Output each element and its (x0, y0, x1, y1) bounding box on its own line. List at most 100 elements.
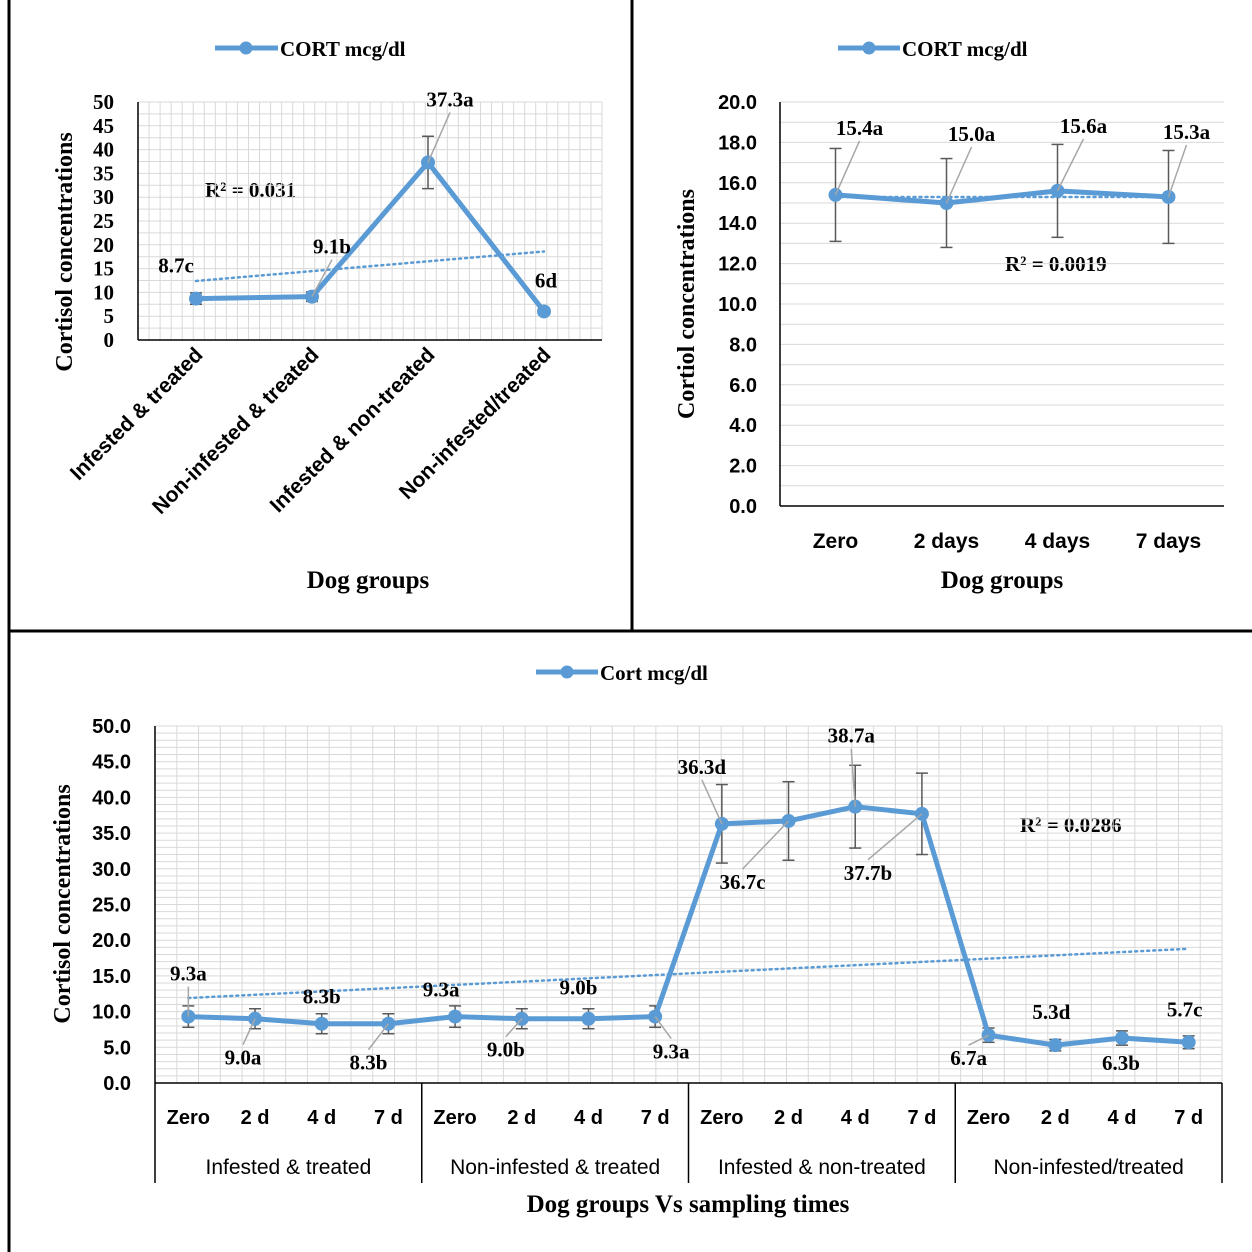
data-label: 15.3a (1163, 120, 1211, 144)
data-point (1181, 1035, 1196, 1050)
y-tick-label: 35.0 (92, 823, 131, 845)
grid (137, 101, 603, 341)
data-label: 6d (535, 268, 558, 292)
data-label-leader (834, 140, 861, 196)
data-label: 37.7b (844, 861, 892, 885)
y-tick-label: 4.0 (729, 415, 757, 437)
trendline (187, 947, 1190, 1000)
x-tick-label: 2 d (241, 1107, 270, 1129)
y-tick-label: 0.0 (103, 1073, 131, 1095)
y-tick-label: 50 (93, 90, 114, 114)
y-tick-label: 45 (93, 114, 114, 138)
group-label: Infested & non-treated (718, 1156, 926, 1179)
x-tick-label: Zero (700, 1107, 743, 1129)
legend-label: Cort mcg/dl (600, 661, 708, 685)
y-tick-label: 10.0 (718, 294, 757, 316)
x-tick-label: 4 d (841, 1107, 870, 1129)
y-tick-label: 12.0 (718, 254, 757, 276)
y-tick-label: 25 (93, 209, 114, 233)
x-tick-label: 7 d (907, 1107, 936, 1129)
legend-marker (560, 665, 574, 679)
data-label-leader (741, 820, 790, 870)
y-tick-label: 0.0 (729, 496, 757, 518)
group-label: Infested & treated (205, 1156, 371, 1179)
data-label: 5.3d (1032, 1000, 1070, 1024)
data-label-leader (311, 259, 333, 298)
data-point (314, 1016, 329, 1031)
data-label: 37.3a (426, 87, 474, 111)
data-label: 15.6a (1060, 114, 1108, 138)
data-label: 9.3a (653, 1040, 690, 1064)
y-tick-label: 8.0 (729, 334, 757, 356)
series-line (188, 804, 1189, 1048)
data-label: 9.0b (487, 1038, 525, 1062)
series-line (195, 159, 546, 313)
data-label-leader (945, 146, 973, 204)
data-label: 8.3b (303, 985, 341, 1009)
data-label: 36.7c (719, 870, 765, 894)
series-line (835, 188, 1169, 206)
x-tick-label: Zero (813, 530, 859, 553)
data-label: 15.4a (836, 116, 884, 140)
y-tick-label: 30.0 (92, 859, 131, 881)
data-label: 9.0b (560, 976, 598, 1000)
y-axis-label: Cortisol concentrations (52, 132, 78, 371)
x-tick-label: 7 days (1136, 530, 1201, 553)
x-tick-label: 2 days (914, 530, 979, 553)
x-tick-label: 4 d (574, 1107, 603, 1129)
x-tick-label: 4 d (1108, 1107, 1137, 1129)
y-tick-label: 35 (93, 161, 114, 185)
trendline (194, 250, 546, 283)
y-tick-label: 5.0 (103, 1037, 131, 1059)
x-axis-label: Dog groups (941, 567, 1064, 594)
data-label-leader (505, 1018, 523, 1038)
plot-area: 0.0 2.0 4.0 6.0 8.0 10.0 12.0 14.0 16.0 18.0 20.0 Z… (718, 92, 1224, 553)
data-label-leader (654, 1016, 672, 1040)
data-label-leader (850, 748, 856, 807)
y-tick-label: 14.0 (718, 213, 757, 235)
y-tick-label: 18.0 (718, 132, 757, 154)
y-tick-label: 40.0 (92, 787, 131, 809)
group-label: Non-infested & treated (450, 1156, 660, 1179)
y-tick-label: 20.0 (718, 92, 757, 114)
data-label-leader (427, 112, 451, 163)
data-label-leader (867, 813, 923, 861)
y-tick-label: 10.0 (92, 1002, 131, 1024)
y-tick-label: 45.0 (92, 752, 131, 774)
data-label-leader (367, 1023, 390, 1051)
x-tick-label: 4 d (307, 1107, 336, 1129)
y-tick-label: 20.0 (92, 930, 131, 952)
x-tick-label: Zero (967, 1107, 1010, 1129)
legend-marker (862, 41, 876, 55)
data-label: 8.3b (349, 1051, 387, 1075)
legend-label: CORT mcg/dl (902, 37, 1028, 61)
data-point (448, 1009, 463, 1024)
legend-marker (239, 41, 253, 55)
data-label: 8.7c (158, 254, 194, 278)
data-point (1114, 1031, 1129, 1046)
data-label-leader (242, 1018, 256, 1046)
x-tick-label: Zero (167, 1107, 210, 1129)
data-label: 38.7a (828, 724, 876, 748)
x-tick-label: 7 d (641, 1107, 670, 1129)
data-label: 9.3a (170, 962, 207, 986)
data-label: 6.7a (950, 1046, 987, 1070)
y-tick-label: 30 (93, 185, 114, 209)
y-axis-label: Cortiol concentrations (674, 189, 700, 419)
data-label-leader (701, 779, 723, 825)
y-tick-label: 16.0 (718, 173, 757, 195)
data-label: 9.1b (313, 235, 351, 259)
y-tick-label: 50.0 (92, 716, 131, 738)
legend-label: CORT mcg/dl (280, 37, 406, 61)
y-tick-label: 40 (93, 138, 114, 162)
x-tick-label: 7 d (374, 1107, 403, 1129)
x-tick-label: 2 d (774, 1107, 803, 1129)
data-label: 6.3b (1102, 1051, 1140, 1075)
grid (154, 725, 1223, 1084)
data-label-leader (968, 1034, 989, 1046)
y-tick-label: 6.0 (729, 375, 757, 397)
data-label: 36.3d (678, 755, 727, 779)
x-tick-label: Zero (433, 1107, 476, 1129)
x-axis-label: Dog groups Vs sampling times (527, 1191, 850, 1218)
